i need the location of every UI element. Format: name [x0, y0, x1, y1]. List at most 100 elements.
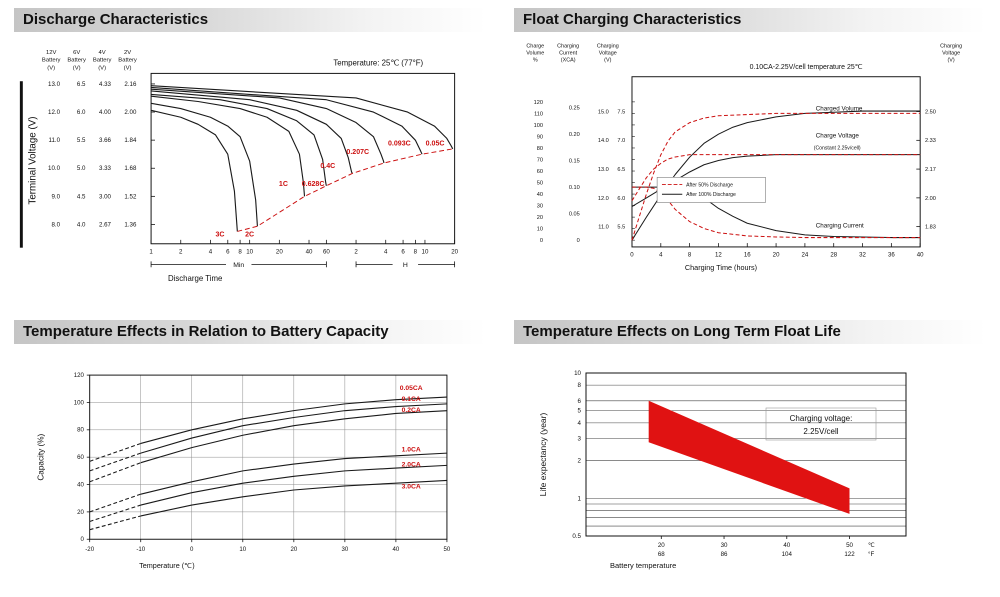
- legend-label: After 50% Discharge: [686, 182, 733, 188]
- y-tick-label: 6: [578, 398, 582, 405]
- annotation-box: [765, 407, 877, 441]
- discharge-curve-1C: [151, 95, 306, 197]
- y-tick-label: 3: [578, 436, 582, 443]
- axis-column-header: Battery: [67, 58, 86, 64]
- capacity-curve-1.0CA: [140, 452, 447, 495]
- section-title: Float Charging Characteristics: [523, 11, 742, 28]
- x-axis-label: Temperature (℃): [139, 561, 195, 570]
- y-tick-label: 4: [578, 420, 582, 427]
- voltage12-tick: 15.0: [598, 109, 609, 115]
- x-tick-label: 1: [149, 249, 153, 256]
- temperature-annotation: Temperature: 25℃ (77°F): [333, 59, 423, 68]
- volume-tick: 40: [537, 192, 543, 198]
- y-tick-label: 13.0: [48, 81, 61, 88]
- panel-discharge-characteristics: Discharge Characteristics Terminal Volta…: [14, 8, 486, 287]
- y-tick-label: 8: [578, 382, 582, 389]
- section-header-temp-capacity: Temperature Effects in Relation to Batte…: [14, 320, 486, 344]
- panel-float-charging: Float Charging Characteristics Charge Vol…: [514, 8, 986, 276]
- current-tick: 0: [577, 238, 580, 244]
- curve-label: 0.628C: [302, 181, 325, 188]
- panel-temp-capacity: Temperature Effects in Relation to Batte…: [14, 320, 486, 574]
- axis-column-header: 4V: [99, 50, 106, 56]
- x-tick-label: 60: [323, 249, 330, 256]
- y-tick-label: 2: [578, 458, 582, 465]
- curve-label: 0.4C: [320, 163, 335, 170]
- x-axis-label: Discharge Time: [168, 274, 222, 283]
- axis-column-header: 6V: [73, 50, 80, 56]
- x-tick-label: 28: [830, 252, 837, 259]
- y-tick-label: 4.33: [99, 81, 112, 88]
- axis-column-header: Voltage: [599, 50, 617, 56]
- capacity-curve-0.2CA: [140, 410, 447, 464]
- curve-label: 1C: [279, 181, 288, 188]
- x-tick-label: 4: [384, 249, 388, 256]
- x-tick-label: -20: [85, 546, 94, 553]
- section-title: Temperature Effects on Long Term Float L…: [523, 323, 841, 340]
- volume-tick: 10: [537, 227, 543, 233]
- float-charging-chart: ChargeVolume%ChargingCurrent(XCA)Chargin…: [526, 44, 962, 272]
- axis-column-header: (V): [124, 65, 132, 71]
- charging-voltage-annotation: Charging voltage:: [790, 414, 853, 423]
- x-unit-celsius: ℃: [868, 542, 875, 549]
- y-tick-label: 60: [77, 454, 84, 461]
- axis-column-header: (V): [47, 65, 55, 71]
- volume-tick: 90: [537, 134, 543, 140]
- y-tick-label: 9.0: [51, 193, 60, 200]
- y-axis-label: Capacity (%): [36, 433, 45, 480]
- y-tick-label: 2.67: [99, 221, 112, 228]
- axis-column-header: Battery: [118, 58, 137, 64]
- x-tick-label: 36: [888, 252, 895, 259]
- plot-border: [585, 372, 907, 537]
- voltage12-tick: 12.0: [598, 196, 609, 202]
- capacity-curve-0.05CA: [140, 396, 447, 444]
- x-unit-fahrenheit: °F: [868, 551, 874, 558]
- charging-voltage-annotation: 2.25V/cell: [803, 427, 838, 436]
- x-tick-label: 20: [451, 249, 458, 256]
- x-tick-label: 8: [238, 249, 242, 256]
- x-tick-label: 12: [715, 252, 722, 259]
- axis-column-header: %: [533, 57, 538, 63]
- volume-tick: 50: [537, 180, 543, 186]
- x-tick-label: 10: [239, 546, 246, 553]
- y-tick-label: 5.5: [77, 137, 86, 144]
- discharge-curve-3C: [150, 109, 238, 232]
- curve-label: 0.093C: [388, 140, 411, 147]
- x-tick-label: 40: [306, 249, 313, 256]
- curve-label: 2C: [245, 232, 254, 239]
- legend-label: After 100% Discharge: [686, 192, 736, 198]
- y-axis-label: Terminal Voltage (V): [28, 117, 39, 205]
- float-life-band: [648, 400, 850, 514]
- capacity-curve-dashed-0.1CA: [89, 452, 141, 472]
- x-tick-label: 40: [393, 546, 400, 553]
- voltage12-tick: 11.0: [598, 225, 608, 231]
- y-tick-label: 4.00: [99, 109, 112, 116]
- voltage12-tick: 13.0: [598, 167, 609, 173]
- x-unit-segment-label: H: [403, 262, 408, 269]
- capacity-curve-dashed-2.0CA: [89, 504, 141, 522]
- y-tick-label: 6.0: [77, 109, 86, 116]
- x-tick-label: 50: [444, 546, 451, 553]
- capacity-curve-0.1CA: [140, 403, 447, 454]
- current-tick: 0.05: [569, 212, 580, 218]
- capacity-curve-dashed-1.0CA: [89, 493, 141, 513]
- charging-current-after-50: [631, 186, 921, 239]
- x-tick-label: 4: [659, 252, 663, 259]
- plot-border: [150, 72, 456, 245]
- current-tick: 0.20: [569, 132, 580, 138]
- axis-column-header: (XCA): [561, 57, 576, 63]
- y-tick-label: 4.5: [77, 193, 86, 200]
- x-tick-label: 0: [630, 252, 634, 259]
- x-tick-label: 20: [290, 546, 297, 553]
- y-tick-label: 0: [81, 536, 85, 543]
- curve-label: (Constant 2.25v/cell): [814, 145, 861, 151]
- y-tick-label: 11.0: [48, 137, 60, 144]
- y-tick-label: 2.00: [124, 109, 137, 116]
- x-tick-label: 20: [773, 252, 780, 259]
- x-axis-label: Charging Time (hours): [685, 263, 757, 272]
- y-tick-label: 8.0: [51, 221, 60, 228]
- current-tick: 0.10: [569, 185, 580, 191]
- cell-voltage-tick: 2.00: [925, 196, 936, 202]
- volume-tick: 120: [534, 100, 543, 106]
- section-title: Temperature Effects in Relation to Batte…: [23, 323, 389, 340]
- capacity-curve-3.0CA: [140, 479, 447, 517]
